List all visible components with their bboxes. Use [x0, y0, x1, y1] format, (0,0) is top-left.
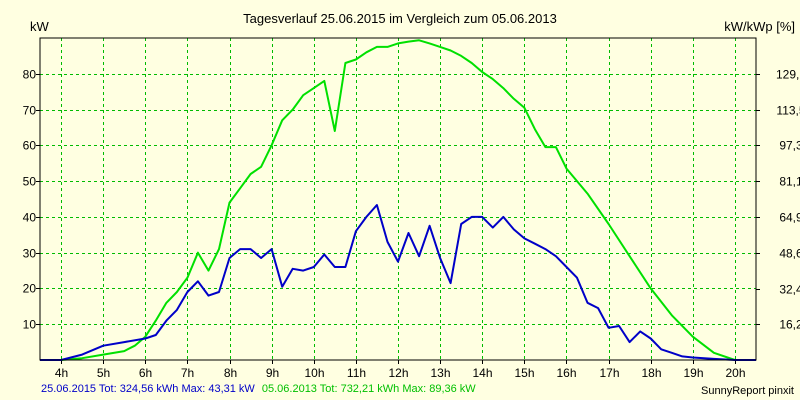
- y-axis-left: 10 20 30 40 50 60 70 80: [23, 68, 40, 332]
- footer-credit: SunnyReport pinxit: [701, 385, 794, 397]
- x-tick-label: 6h: [139, 366, 152, 380]
- y-tick-label: 30: [23, 247, 37, 261]
- y-tick-label: 10: [23, 318, 37, 332]
- y-right-tick-label: 81,1: [779, 175, 800, 189]
- x-tick-label: 4h: [55, 366, 68, 380]
- y-tick-label: 20: [23, 282, 37, 296]
- x-tick-label: 14h: [472, 366, 492, 380]
- x-tick-label: 17h: [599, 366, 619, 380]
- y-right-tick-label: 32,4: [779, 283, 800, 297]
- x-tick-label: 13h: [430, 366, 450, 380]
- footer-blue-series: 25.06.2015 Tot: 324,56 kWh Max: 43,31 kW: [41, 383, 255, 395]
- series-line-05062013: [40, 39, 756, 361]
- x-tick-label: 12h: [388, 366, 408, 380]
- x-tick-label: 11h: [347, 366, 366, 380]
- y-right-tick-label: 97,3: [779, 139, 800, 153]
- y-tick-label: 80: [23, 68, 37, 82]
- y-tick-label: 50: [23, 175, 37, 189]
- y-axis-left-label: kW: [30, 19, 50, 34]
- footer-legend: 25.06.2015 Tot: 324,56 kWh Max: 43,31 kW…: [41, 383, 476, 395]
- y-right-tick-label: 64,9: [779, 211, 800, 225]
- x-tick-label: 10h: [304, 366, 324, 380]
- x-tick-label: 15h: [514, 366, 534, 380]
- x-tick-label: 19h: [683, 366, 703, 380]
- x-tick-label: 7h: [181, 366, 194, 380]
- x-axis: 4h 5h 6h 7h 8h 9h 10h 11h 12h 13h 14h 15h 16h 17h 18h 1…: [55, 360, 746, 380]
- x-tick-label: 9h: [266, 366, 279, 380]
- y-tick-label: 40: [23, 211, 37, 225]
- y-tick-label: 70: [23, 104, 37, 118]
- plot-frame: [39, 37, 757, 361]
- grid: [40, 38, 756, 360]
- y-right-tick-label: 16,2: [779, 318, 800, 332]
- x-tick-label: 18h: [641, 366, 661, 380]
- x-tick-label: 5h: [97, 366, 110, 380]
- y-right-tick-label: 129,7: [776, 68, 800, 82]
- y-axis-right-label: kW/kWp [%]: [724, 19, 795, 34]
- x-tick-label: 20h: [725, 366, 745, 380]
- y-right-tick-label: 48,6: [779, 247, 800, 261]
- y-tick-label: 60: [23, 139, 37, 153]
- series-line-25062015: [40, 204, 756, 361]
- y-right-tick-label: 113,5: [776, 104, 800, 118]
- series-lines: [40, 39, 756, 361]
- chart-title: Tagesverlauf 25.06.2015 im Vergleich zum…: [243, 11, 557, 26]
- y-axis-right: 16,2 32,4 48,6 64,9 81,1 97,3 113,5 129,7: [756, 68, 800, 332]
- x-tick-label: 8h: [224, 366, 237, 380]
- x-tick-label: 16h: [556, 366, 576, 380]
- footer-green-series: 05.06.2013 Tot: 732,21 kWh Max: 89,36 kW: [262, 383, 476, 395]
